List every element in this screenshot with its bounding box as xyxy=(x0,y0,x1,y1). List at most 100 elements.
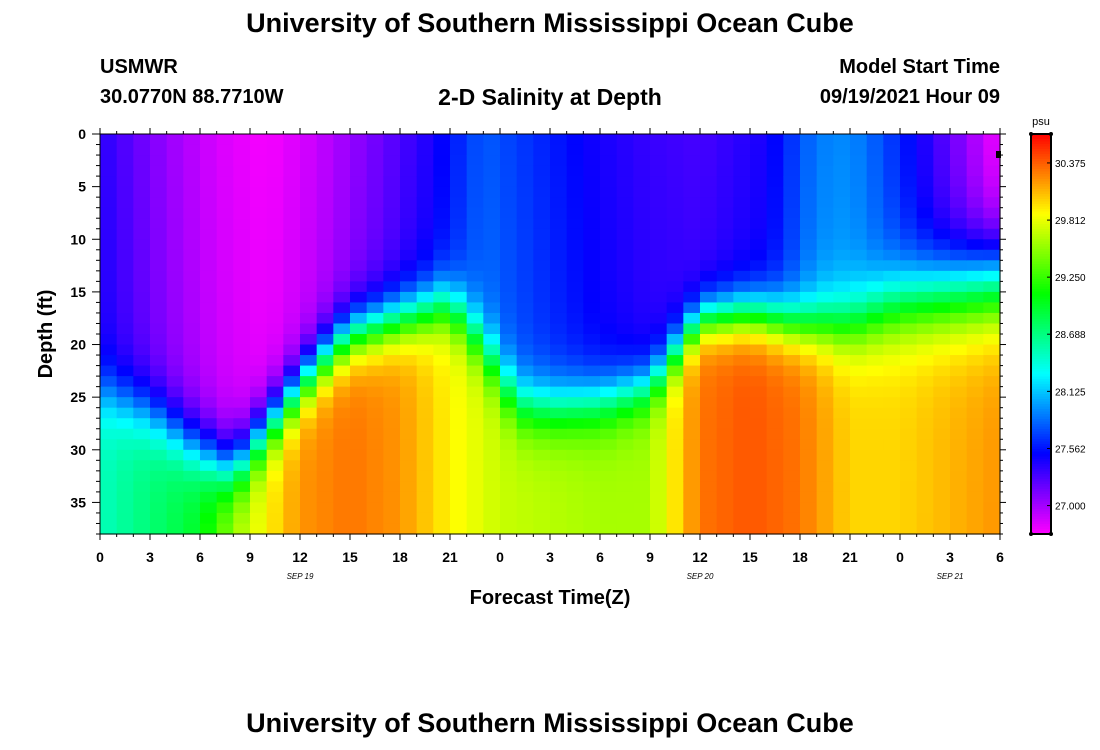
heatmap-cell xyxy=(400,386,418,398)
heatmap-cell xyxy=(166,344,184,356)
heatmap-cell xyxy=(516,460,534,472)
heatmap-cell xyxy=(716,176,734,188)
heatmap-cell xyxy=(283,418,301,430)
colorbar-segment xyxy=(1031,471,1051,475)
heatmap-cell xyxy=(516,512,534,525)
heatmap-cell xyxy=(300,186,318,198)
heatmap-cell xyxy=(583,291,601,304)
heatmap-cell xyxy=(716,302,734,314)
colorbar-segment xyxy=(1031,389,1051,393)
heatmap-cell xyxy=(600,186,618,198)
heatmap-cell xyxy=(966,176,984,188)
heatmap-cell xyxy=(616,418,634,430)
heatmap-cell xyxy=(416,397,434,409)
heatmap-cell xyxy=(466,502,484,514)
heatmap-cell xyxy=(333,407,351,419)
heatmap-cell xyxy=(416,481,434,493)
heatmap-cell xyxy=(183,270,201,282)
colorbar-segment xyxy=(1031,464,1051,468)
heatmap-cell xyxy=(933,344,951,356)
heatmap-cell xyxy=(866,144,884,156)
heatmap-cell xyxy=(616,155,634,167)
heatmap-cell xyxy=(350,439,368,451)
colorbar-segment xyxy=(1031,289,1051,293)
heatmap-cell xyxy=(766,334,784,346)
heatmap-cell xyxy=(916,260,934,272)
heatmap-cell xyxy=(366,460,384,472)
heatmap-cell xyxy=(766,239,784,251)
heatmap-cell xyxy=(883,218,901,230)
heatmap-cell xyxy=(683,512,701,525)
heatmap-cell xyxy=(316,376,334,388)
heatmap-cell xyxy=(316,365,334,377)
colorbar-segment xyxy=(1031,196,1051,200)
heatmap-cell xyxy=(100,491,118,504)
heatmap-cell xyxy=(183,207,201,219)
heatmap-cell xyxy=(716,344,734,356)
heatmap-cell xyxy=(116,376,134,388)
heatmap-cell xyxy=(500,376,518,388)
heatmap-cell xyxy=(533,134,551,146)
heatmap-cell xyxy=(283,218,301,230)
heatmap-cell xyxy=(933,228,951,240)
heatmap-cell xyxy=(450,228,468,240)
heatmap-cell xyxy=(450,449,468,461)
heatmap-cell xyxy=(266,312,284,325)
heatmap-cell xyxy=(583,186,601,198)
colorbar-segment xyxy=(1031,234,1051,238)
heatmap-cell xyxy=(883,481,901,493)
heatmap-cell xyxy=(233,491,251,504)
heatmap-cell xyxy=(383,323,401,335)
heatmap-cell xyxy=(950,481,968,493)
heatmap-cell xyxy=(216,407,234,419)
heatmap-cell xyxy=(333,134,351,146)
heatmap-cell xyxy=(783,228,801,240)
heatmap-cell xyxy=(100,344,118,356)
heatmap-cell xyxy=(300,155,318,167)
heatmap-cell xyxy=(166,418,184,430)
heatmap-cell xyxy=(100,460,118,472)
heatmap-cell xyxy=(416,344,434,356)
heatmap-cell xyxy=(350,302,368,314)
heatmap-cell xyxy=(633,376,651,388)
heatmap-cell xyxy=(333,502,351,514)
colorbar-segment xyxy=(1031,366,1051,370)
heatmap-cell xyxy=(516,249,534,261)
heatmap-cell xyxy=(400,523,418,535)
heatmap-cell xyxy=(216,365,234,377)
heatmap-cell xyxy=(183,523,201,535)
heatmap-cell xyxy=(400,197,418,209)
heatmap-cell xyxy=(416,218,434,230)
heatmap-cell xyxy=(616,428,634,440)
heatmap-cell xyxy=(850,439,868,451)
colorbar-segment xyxy=(1031,446,1051,450)
heatmap-cell xyxy=(733,165,751,177)
heatmap-cell xyxy=(683,249,701,261)
heatmap-cell xyxy=(633,239,651,251)
heatmap-cell xyxy=(200,386,218,398)
heatmap-cell xyxy=(400,418,418,430)
heatmap-cell xyxy=(850,428,868,440)
colorbar-segment xyxy=(1031,344,1051,348)
heatmap-cell xyxy=(266,344,284,356)
heatmap-cell xyxy=(483,197,501,209)
heatmap-cell xyxy=(133,481,151,493)
heatmap-cell xyxy=(833,418,851,430)
heatmap-cell xyxy=(866,460,884,472)
heatmap-cell xyxy=(833,239,851,251)
heatmap-cell xyxy=(166,249,184,261)
heatmap-cell xyxy=(650,281,668,293)
heatmap-cell xyxy=(183,334,201,346)
colorbar-segment xyxy=(1031,416,1051,420)
heatmap-cell xyxy=(916,334,934,346)
heatmap-cell xyxy=(233,449,251,461)
heatmap-cell xyxy=(950,491,968,504)
heatmap-cell xyxy=(833,502,851,514)
heatmap-cell xyxy=(733,481,751,493)
heatmap-cell xyxy=(966,228,984,240)
heatmap-cell xyxy=(733,249,751,261)
heatmap-cell xyxy=(700,239,718,251)
heatmap-cell xyxy=(400,449,418,461)
heatmap-cell xyxy=(933,260,951,272)
heatmap-cell xyxy=(916,155,934,167)
